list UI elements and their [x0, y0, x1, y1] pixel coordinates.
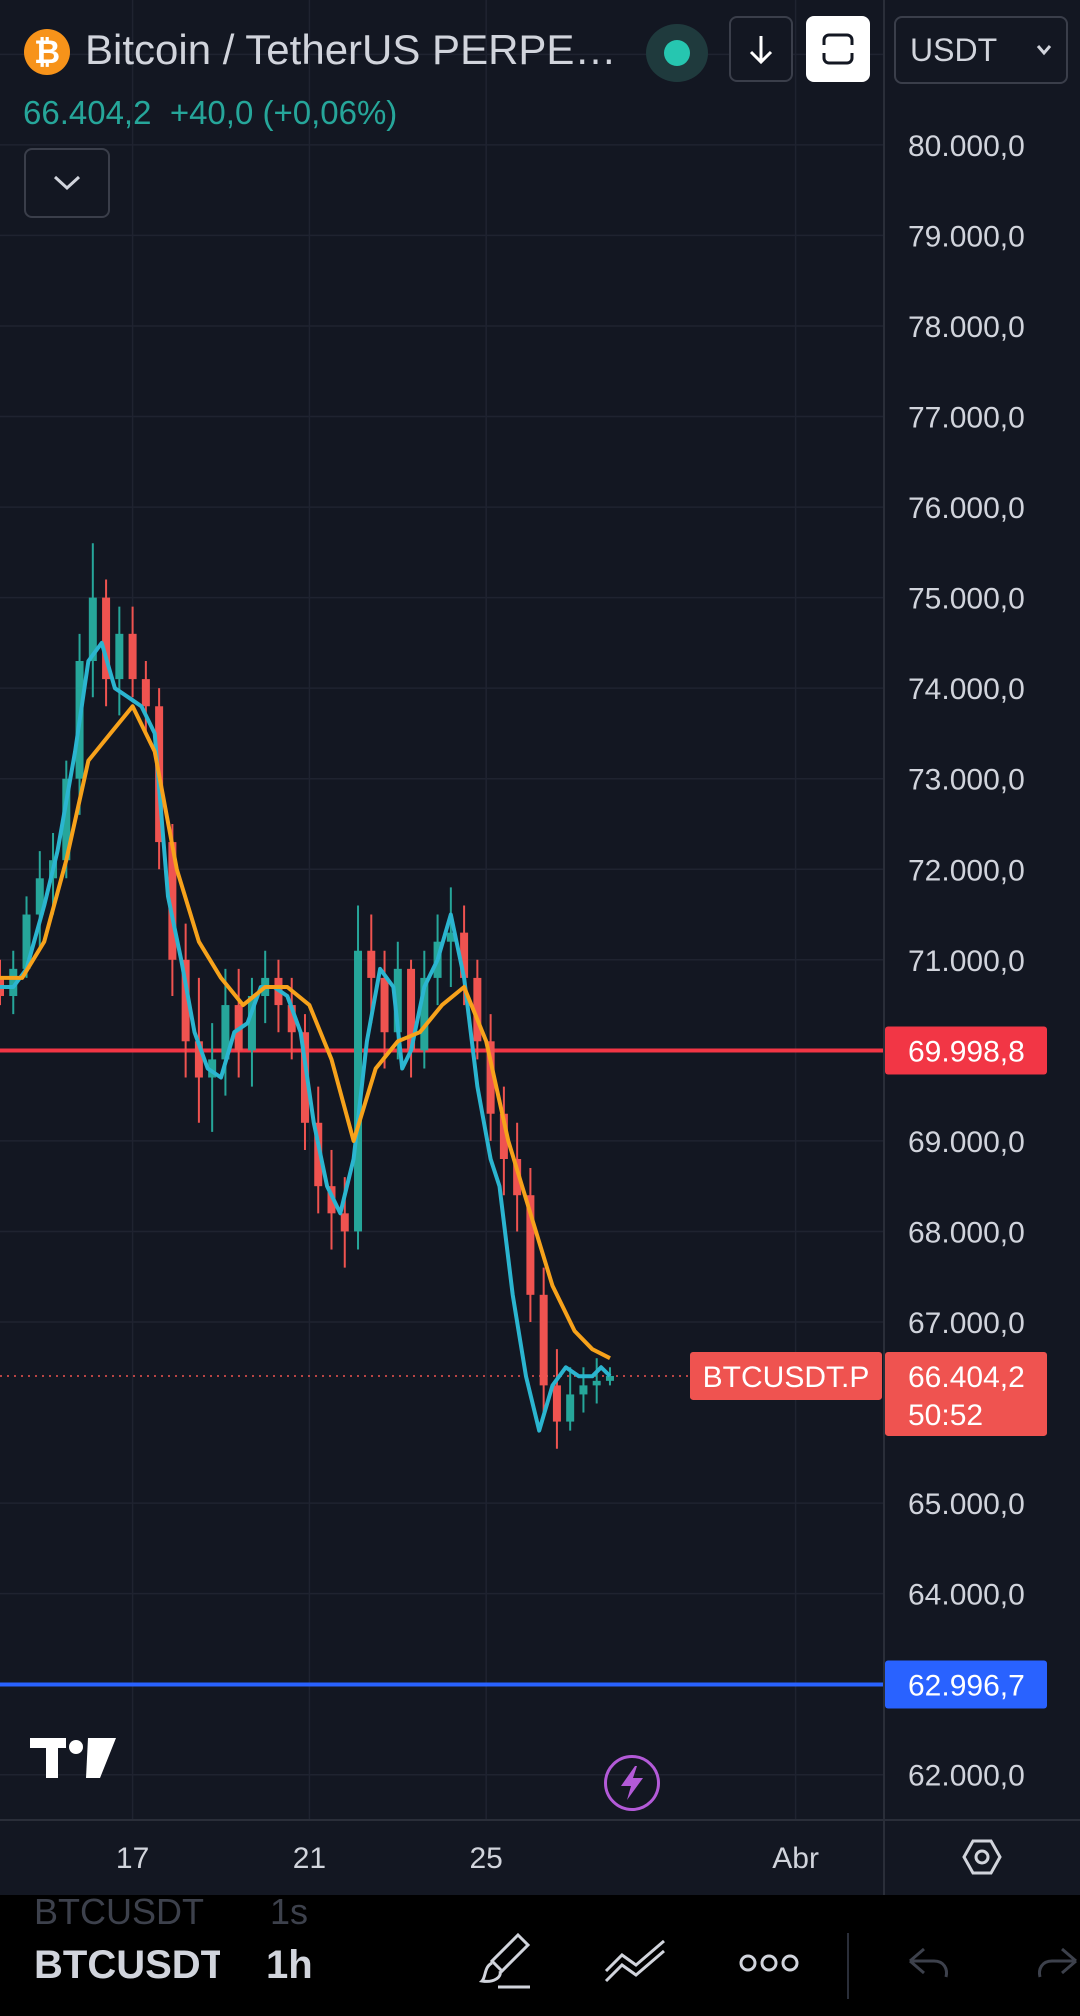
y-tick-label: 78.000,0 — [908, 311, 1025, 344]
price-summary: 66.404,2 +40,0 (+0,06%) — [23, 94, 397, 132]
previous-symbol: BTCUSDT — [34, 1891, 204, 1932]
price-label-text: 69.998,8 — [908, 1035, 1025, 1068]
candle — [473, 959, 482, 1060]
undo-icon[interactable] — [900, 1931, 956, 1995]
y-tick-label: 79.000,0 — [908, 220, 1025, 253]
y-tick-label: 62.000,0 — [908, 1760, 1025, 1793]
candle — [181, 923, 190, 1078]
chart-header: ₿ Bitcoin / TetherUS PERPE… — [0, 0, 885, 120]
candle — [420, 950, 429, 1069]
lightning-icon — [621, 1766, 643, 1800]
previous-interval: 1s — [270, 1891, 309, 1932]
redo-icon[interactable] — [1030, 1931, 1080, 1995]
candle — [526, 1168, 535, 1322]
currency-label: USDT — [910, 32, 998, 68]
candle — [115, 606, 124, 716]
candle — [9, 950, 18, 1015]
flash-button[interactable] — [604, 1755, 660, 1811]
candle — [539, 1267, 548, 1413]
candle — [407, 959, 416, 1078]
download-button[interactable] — [729, 16, 793, 82]
price-labels: 69.998,8 62.996,7 66.404,2 50:52 BTCUSDT.P — [690, 1026, 1047, 1709]
trend-line-icon[interactable] — [602, 1931, 672, 1995]
y-tick-label: 73.000,0 — [908, 764, 1025, 797]
price-chart[interactable]: 81.000,080.000,079.000,078.000,077.000,0… — [0, 0, 1080, 1895]
candle — [208, 1023, 217, 1132]
x-tick-label: 21 — [293, 1842, 326, 1875]
candle — [592, 1358, 601, 1404]
currency-select[interactable]: USDT — [894, 16, 1068, 84]
symbol-price-tag[interactable]: BTCUSDT.P — [690, 1351, 882, 1400]
price-label-text: 66.404,2 — [908, 1361, 1025, 1394]
resistance-price-label: 69.998,8 — [885, 1026, 1047, 1075]
chart-settings-button[interactable] — [962, 1839, 1002, 1875]
y-tick-label: 71.000,0 — [908, 945, 1025, 978]
candle — [354, 905, 363, 1250]
price-label-text: 50:52 — [908, 1399, 983, 1432]
price-change: +40,0 (+0,06%) — [169, 94, 398, 131]
toolbar-divider — [847, 1933, 849, 1999]
time-axis[interactable]: 17 21 25 Abr — [116, 1842, 819, 1875]
y-tick-label: 68.000,0 — [908, 1216, 1025, 1249]
brush-icon[interactable] — [478, 1931, 538, 1995]
support-price-label: 62.996,7 — [885, 1660, 1047, 1709]
interval-button[interactable]: 1h — [266, 1943, 313, 1987]
candle — [513, 1122, 522, 1232]
last-price-label: 66.404,2 50:52 — [885, 1351, 1047, 1436]
y-tick-label: 72.000,0 — [908, 854, 1025, 887]
candle — [102, 579, 111, 707]
candle — [300, 1014, 309, 1150]
candle — [552, 1349, 561, 1449]
candle — [141, 660, 150, 734]
market-status-indicator[interactable] — [646, 24, 708, 82]
fullscreen-button[interactable] — [806, 16, 870, 82]
candle — [194, 977, 203, 1123]
tradingview-logo[interactable] — [30, 1732, 120, 1780]
price-label-text: 62.996,7 — [908, 1669, 1025, 1702]
y-tick-label: 75.000,0 — [908, 583, 1025, 616]
symbol-tag-text: BTCUSDT.P — [703, 1361, 870, 1394]
candle — [35, 851, 44, 951]
y-tick-label: 74.000,0 — [908, 673, 1025, 706]
bottom-toolbar: BTCUSDT 1s BTCUSDT 1h — [0, 1891, 1080, 2016]
bitcoin-icon: ₿ — [24, 29, 70, 75]
candle — [128, 606, 137, 698]
candle — [88, 543, 97, 698]
fullscreen-icon — [820, 33, 856, 65]
status-dot — [664, 40, 690, 66]
x-tick-label: 17 — [116, 1842, 149, 1875]
ma-slow-line — [0, 704, 611, 1360]
chevron-down-icon — [1036, 45, 1052, 56]
candle — [605, 1367, 614, 1386]
candle — [367, 914, 376, 1024]
more-icon[interactable] — [738, 1931, 800, 1995]
y-tick-label: 80.000,0 — [908, 130, 1025, 163]
y-tick-label: 67.000,0 — [908, 1307, 1025, 1340]
y-tick-label: 69.000,0 — [908, 1126, 1025, 1159]
y-tick-label: 65.000,0 — [908, 1488, 1025, 1521]
candle — [499, 1086, 508, 1196]
moving-averages — [0, 640, 612, 1433]
collapse-legend-button[interactable] — [24, 148, 110, 218]
y-tick-label: 77.000,0 — [908, 402, 1025, 435]
candle — [221, 968, 230, 1096]
candle — [486, 1014, 495, 1141]
candle — [446, 887, 455, 987]
symbol-button[interactable]: BTCUSDT — [34, 1943, 220, 1987]
y-tick-label: 76.000,0 — [908, 492, 1025, 525]
x-tick-label: 25 — [470, 1842, 503, 1875]
arrow-down-icon — [749, 36, 773, 65]
last-price: 66.404,2 — [23, 94, 152, 131]
x-tick-label: Abr — [772, 1842, 819, 1875]
symbol-title[interactable]: Bitcoin / TetherUS PERPE… — [85, 26, 617, 73]
gear-icon — [962, 1839, 1002, 1875]
ma-fast-line — [0, 640, 612, 1433]
candle — [380, 950, 389, 1069]
candle — [566, 1367, 575, 1431]
y-tick-label: 64.000,0 — [908, 1579, 1025, 1612]
chevron-down-icon — [53, 175, 81, 191]
